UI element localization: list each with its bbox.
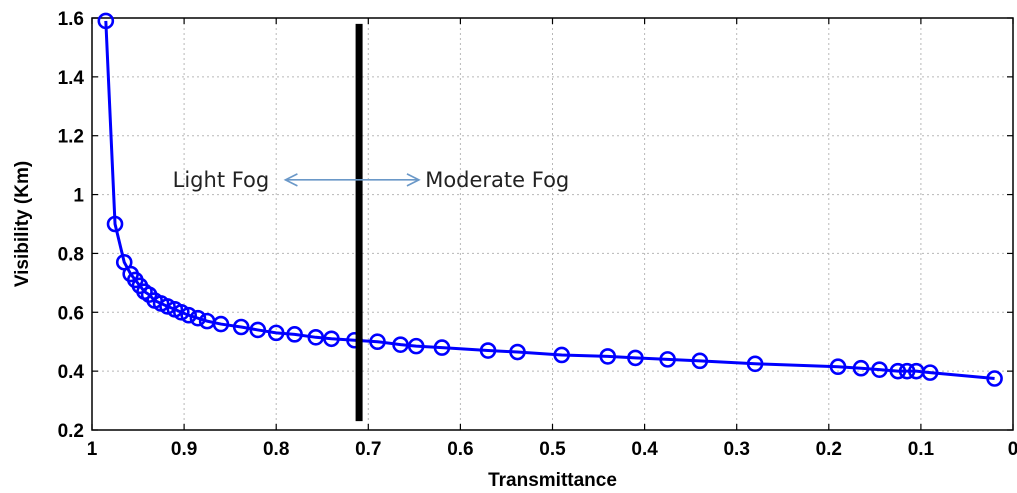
data-point [829, 358, 847, 376]
data-point [479, 342, 497, 359]
data-point [180, 306, 198, 324]
data-point [369, 333, 386, 351]
data-point [307, 328, 325, 346]
data-point [267, 324, 285, 342]
data-point [871, 361, 888, 378]
annotation-layer: Light Fog Moderate Fog [173, 168, 570, 192]
y-tick-label: 0.8 [58, 244, 84, 265]
y-tick-label: 0.4 [58, 362, 85, 383]
fog-arrow-head-right [406, 173, 421, 187]
data-point [323, 330, 340, 348]
data-point [986, 370, 1003, 387]
data-point [286, 326, 303, 343]
y-tick-label: 0.2 [58, 421, 84, 442]
x-tick-label: 1 [87, 439, 98, 460]
data-point [232, 318, 250, 336]
series-line [104, 20, 995, 380]
data-point [852, 359, 870, 377]
y-tick-label: 1.2 [58, 127, 84, 148]
data-point [173, 303, 190, 321]
data-point [659, 351, 676, 368]
data-point [599, 348, 617, 365]
data-point [106, 215, 124, 233]
y-tick-label: 0.6 [58, 303, 84, 324]
y-axis-label: Visibility (Km) [12, 161, 33, 287]
data-point [407, 337, 425, 355]
x-tick-label: 0.6 [447, 439, 473, 460]
x-tick-label: 0.2 [816, 439, 842, 460]
data-point [97, 12, 115, 30]
x-tick-label: 0.9 [171, 439, 197, 460]
data-point [392, 336, 409, 353]
data-point [889, 362, 907, 380]
data-point [159, 298, 176, 315]
data-point [189, 309, 207, 327]
data-point [921, 364, 939, 381]
x-axis-label: Transmittance [488, 470, 617, 491]
axis-ticks: 1 0.9 0.8 0.7 0.6 0.5 0.4 0.3 0.2 0.1 0 0.2 0.4 0.6 0.… [58, 9, 1017, 460]
y-tick-label: 1.6 [58, 9, 84, 30]
data-point [249, 321, 267, 339]
light-fog-label: Light Fog [173, 168, 270, 192]
data-point [746, 355, 764, 373]
data-point [691, 352, 709, 370]
data-point [509, 343, 526, 361]
x-tick-label: 0.7 [355, 439, 381, 460]
x-tick-label: 0.4 [631, 439, 658, 460]
moderate-fog-label: Moderate Fog [425, 168, 569, 192]
y-tick-label: 1 [73, 186, 84, 207]
x-tick-label: 0.8 [263, 439, 289, 460]
fog-arrow-head-left [283, 173, 298, 187]
data-point [627, 349, 644, 367]
x-tick-label: 0.3 [723, 439, 749, 460]
x-tick-label: 0.1 [908, 439, 935, 460]
data-point [898, 362, 916, 380]
x-tick-label: 0.5 [539, 439, 566, 460]
data-point [433, 339, 451, 356]
data-point [212, 315, 230, 333]
y-tick-label: 1.4 [58, 68, 85, 89]
data-point [553, 346, 571, 364]
series-layer [97, 12, 1003, 387]
x-tick-label: 0 [1008, 439, 1017, 460]
